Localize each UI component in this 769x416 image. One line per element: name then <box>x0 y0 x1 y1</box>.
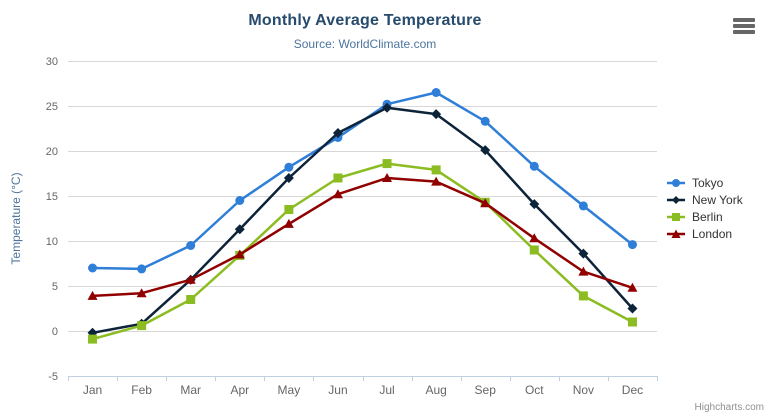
data-point-marker[interactable] <box>529 199 540 210</box>
data-point-marker[interactable] <box>332 128 343 138</box>
data-point-marker[interactable] <box>136 288 147 298</box>
legend-item-tokyo[interactable]: Tokyo <box>667 176 767 190</box>
x-axis-tick-label: Oct <box>525 383 544 397</box>
data-point-marker[interactable] <box>578 248 589 259</box>
data-point-marker[interactable] <box>333 173 343 183</box>
x-axis-tick-label: Jul <box>379 383 394 397</box>
data-point-marker[interactable] <box>88 334 98 344</box>
data-point-marker[interactable] <box>87 290 98 300</box>
data-point-marker[interactable] <box>480 145 491 156</box>
data-point-marker[interactable] <box>382 102 393 113</box>
x-axis-tick-label: Aug <box>425 383 446 397</box>
data-point-marker[interactable] <box>186 241 196 250</box>
square-marker-icon <box>667 213 685 221</box>
data-point-marker[interactable] <box>235 196 245 205</box>
data-point-marker[interactable] <box>382 159 392 169</box>
legend-item-berlin[interactable]: Berlin <box>667 210 767 224</box>
hamburger-icon <box>733 24 755 28</box>
series-line-london[interactable] <box>91 176 634 298</box>
data-point-marker[interactable] <box>284 205 294 214</box>
y-axis-tick-label: 5 <box>52 281 58 293</box>
data-point-marker[interactable] <box>627 303 638 314</box>
legend-item-label: Tokyo <box>692 176 724 190</box>
x-axis-tick-label: Nov <box>573 383 594 397</box>
data-point-marker[interactable] <box>529 245 539 255</box>
data-point-marker[interactable] <box>529 161 539 171</box>
data-point-marker[interactable] <box>578 266 589 276</box>
x-axis-tick-label: Apr <box>230 383 249 397</box>
data-point-marker[interactable] <box>480 198 491 208</box>
y-axis-tick-label: -5 <box>48 371 58 383</box>
diamond-marker-icon <box>667 196 685 204</box>
data-point-marker[interactable] <box>627 317 637 327</box>
data-point-marker[interactable] <box>185 274 196 284</box>
chart-title: Monthly Average Temperature <box>248 12 482 29</box>
data-point-marker[interactable] <box>627 240 637 250</box>
data-point-marker[interactable] <box>431 88 441 97</box>
data-point-marker[interactable] <box>431 165 441 175</box>
x-axis-tick-label: May <box>278 383 301 397</box>
data-point-marker[interactable] <box>234 249 245 259</box>
data-point-marker[interactable] <box>480 116 490 126</box>
legend: Tokyo New York Berlin London <box>667 176 767 241</box>
chart-subtitle: Source: WorldClimate.com <box>293 37 437 51</box>
x-axis-tick-label: Dec <box>622 383 643 397</box>
hamburger-icon <box>733 18 755 22</box>
credits-link[interactable]: Highcharts.com <box>694 402 764 413</box>
legend-item-label: New York <box>692 193 743 207</box>
circle-marker-icon <box>667 179 685 187</box>
data-point-marker[interactable] <box>186 295 196 304</box>
triangle-marker-icon <box>667 229 685 238</box>
series-line-new-york[interactable] <box>91 106 634 335</box>
legend-item-label: Berlin <box>692 210 723 224</box>
data-point-marker[interactable] <box>137 264 147 274</box>
legend-item-label: London <box>692 227 733 241</box>
y-axis-tick-label: 10 <box>46 236 58 248</box>
context-menu-button[interactable] <box>731 15 757 37</box>
y-axis-title: Temperature (°C) <box>9 172 23 264</box>
data-point-marker[interactable] <box>88 263 98 273</box>
y-axis-tick-label: 15 <box>46 191 58 203</box>
x-axis-tick-label: Mar <box>180 383 201 397</box>
data-point-marker[interactable] <box>529 233 540 243</box>
legend-item-london[interactable]: London <box>667 227 767 241</box>
data-point-marker[interactable] <box>137 321 147 331</box>
x-axis-tick-label: Feb <box>131 383 152 397</box>
data-point-marker[interactable] <box>283 173 294 183</box>
data-point-marker[interactable] <box>431 109 442 120</box>
y-axis-tick-label: 0 <box>52 326 58 338</box>
data-point-marker[interactable] <box>234 224 245 235</box>
data-point-marker[interactable] <box>382 173 393 182</box>
hamburger-icon <box>733 30 755 34</box>
data-point-marker[interactable] <box>578 201 588 211</box>
series-line-berlin[interactable] <box>91 162 634 341</box>
data-point-marker[interactable] <box>431 176 442 186</box>
y-axis-tick-label: 30 <box>46 56 58 68</box>
data-point-marker[interactable] <box>283 218 294 228</box>
x-axis-tick-label: Jan <box>83 383 102 397</box>
legend-item-new-york[interactable]: New York <box>667 193 767 207</box>
x-axis-tick-label: Jun <box>328 383 347 397</box>
series-line-tokyo[interactable] <box>91 91 634 271</box>
data-point-marker[interactable] <box>578 291 588 301</box>
y-axis-tick-label: 20 <box>46 146 58 158</box>
data-point-marker[interactable] <box>627 282 638 292</box>
data-point-marker[interactable] <box>284 162 294 172</box>
data-point-marker[interactable] <box>332 189 343 199</box>
y-axis-tick-label: 25 <box>46 101 58 113</box>
x-axis-tick-label: Sep <box>475 383 497 397</box>
